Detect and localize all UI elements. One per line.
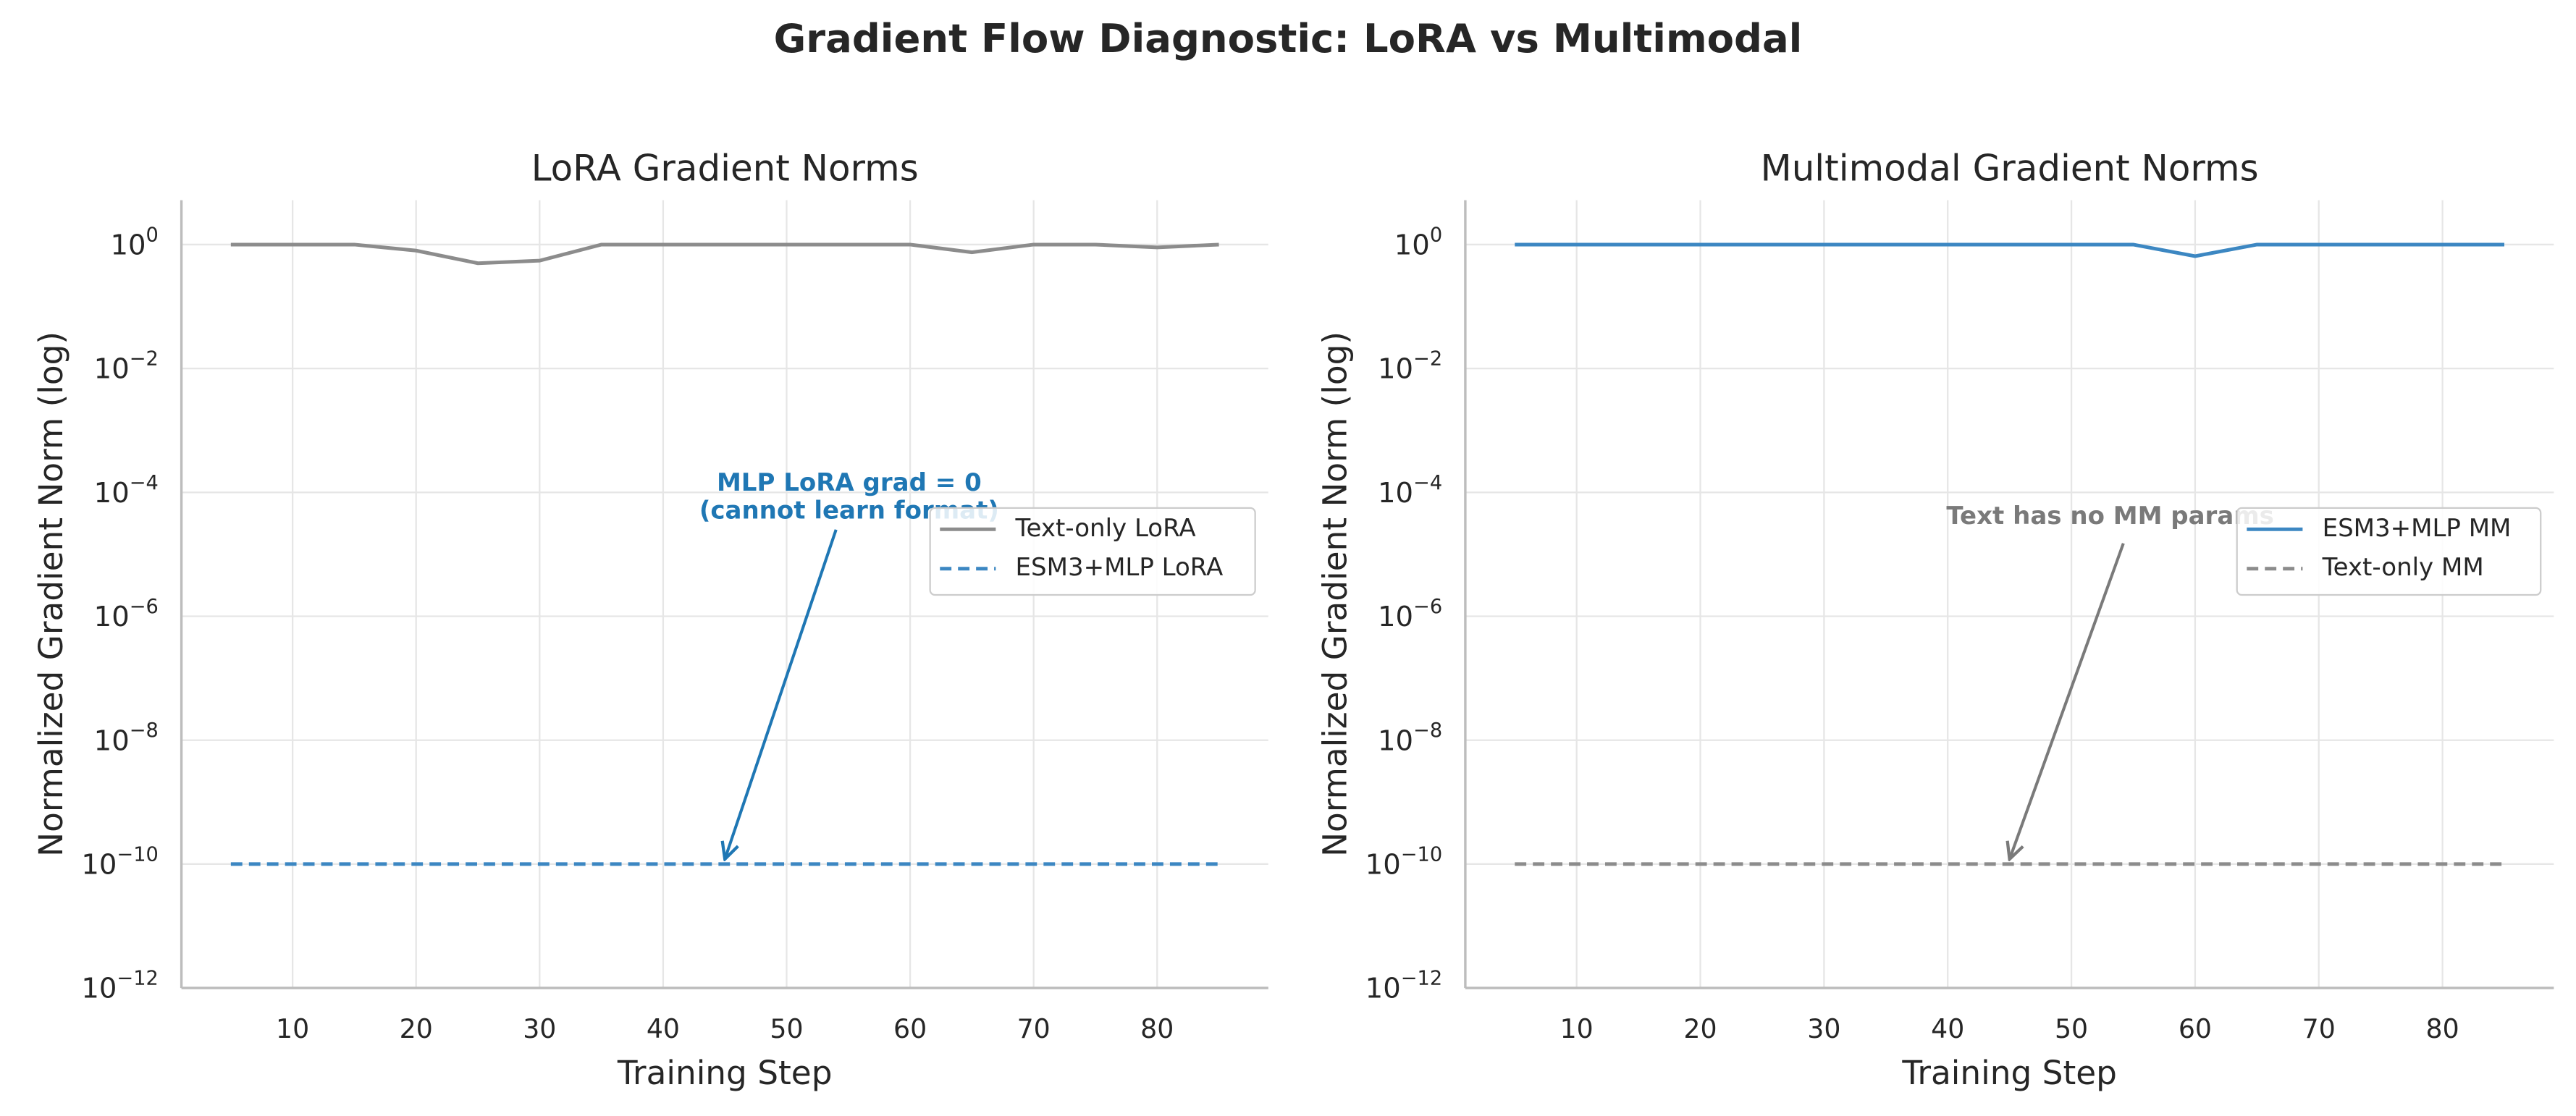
legend-label: Text-only LoRA	[1015, 514, 1196, 543]
y-tick-label: 10−4	[1378, 472, 1442, 510]
series-line	[1515, 242, 2505, 258]
x-tick-label: 50	[770, 1013, 803, 1044]
x-tick-label: 30	[1807, 1013, 1840, 1044]
legend-box	[2236, 507, 2542, 596]
y-tick-label: 10−10	[81, 843, 158, 881]
y-axis-label: Normalized Gradient Norm (log)	[32, 331, 70, 857]
y-tick-label: 10−12	[81, 968, 158, 1005]
x-tick-label: 70	[2302, 1013, 2336, 1044]
x-tick-label: 10	[276, 1013, 309, 1044]
x-tick-label: 40	[1931, 1013, 1964, 1044]
annotation-arrow	[725, 529, 838, 859]
x-tick-label: 80	[1140, 1013, 1174, 1044]
y-tick-label: 10−6	[94, 596, 159, 633]
annotation: MLP LoRA grad = 0	[717, 468, 982, 497]
y-tick-label: 10−2	[1378, 348, 1442, 386]
x-axis-label: Training Step	[1901, 1054, 2117, 1092]
annotation-arrow	[2010, 543, 2125, 859]
y-tick-label: 10−8	[1378, 719, 1442, 757]
x-tick-label: 30	[523, 1013, 556, 1044]
x-tick-label: 50	[2055, 1013, 2088, 1044]
legend-label: Text-only MM	[2322, 553, 2484, 582]
x-tick-label: 80	[2426, 1013, 2459, 1044]
y-tick-label: 100	[1394, 224, 1442, 261]
annotation: Text has no MM params	[1946, 502, 2274, 530]
panel: 10 20 30 40 50 60 70 80 10−12 10−10 10−8 10−6 10−4 10…	[32, 147, 1268, 1092]
y-tick-label: 10−6	[1378, 596, 1442, 633]
x-axis-label: Training Step	[617, 1054, 833, 1092]
panel: 10 20 30 40 50 60 70 80 10−12 10−10 10−8 10−6 10−4 10…	[1316, 147, 2554, 1092]
y-tick-label: 10−10	[1365, 843, 1442, 881]
y-tick-label: 10−8	[94, 719, 159, 757]
x-tick-label: 60	[893, 1013, 927, 1044]
series-line	[230, 242, 1219, 266]
x-tick-label: 20	[1683, 1013, 1717, 1044]
x-tick-label: 10	[1560, 1013, 1594, 1044]
y-tick-label: 10−12	[1365, 968, 1442, 1005]
legend-label: ESM3+MLP MM	[2323, 514, 2512, 543]
legend-label: ESM3+MLP LoRA	[1016, 553, 1224, 582]
suptitle: Gradient Flow Diagnostic: LoRA vs Multim…	[774, 15, 1803, 62]
axes-title: Multimodal Gradient Norms	[1761, 147, 2259, 189]
axes-title: LoRA Gradient Norms	[531, 147, 919, 189]
x-tick-label: 60	[2179, 1013, 2212, 1044]
x-tick-label: 40	[647, 1013, 680, 1044]
y-tick-label: 10−2	[94, 348, 159, 386]
legend-box	[929, 507, 1256, 596]
x-tick-label: 70	[1017, 1013, 1051, 1044]
y-tick-label: 100	[110, 224, 158, 261]
y-axis-label: Normalized Gradient Norm (log)	[1316, 331, 1355, 857]
x-tick-label: 20	[400, 1013, 433, 1044]
y-tick-label: 10−4	[94, 472, 159, 510]
